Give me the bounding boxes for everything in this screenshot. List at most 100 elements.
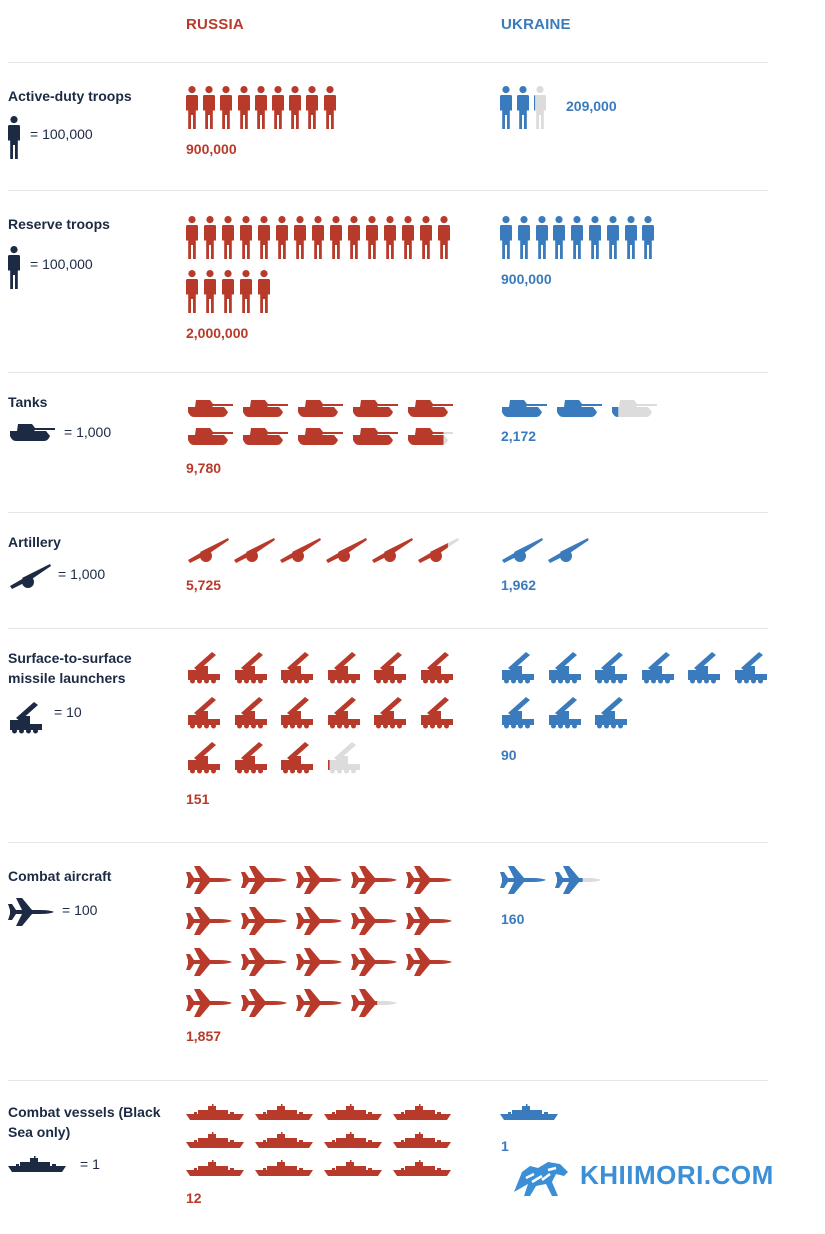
russia-soldier-icon-5 (272, 86, 284, 129)
ukraine-missile-launcher-icon-2 (595, 652, 627, 684)
russia-jet-icon-2 (296, 866, 342, 894)
russia-jet-icon-8 (351, 907, 397, 935)
russia-missile-launcher-icon-7 (234, 697, 267, 729)
russia-jet-icon-3 (351, 866, 397, 894)
russia-soldier-icon-7 (312, 216, 324, 259)
russia-missile-launcher-icon-8 (281, 697, 313, 729)
ukraine-jet-icon-0 (500, 866, 546, 894)
russia-artillery-icon-1 (234, 538, 275, 563)
section-divider (8, 62, 768, 63)
legend-jet-icon-0 (8, 898, 54, 926)
russia-ship-icon-10 (324, 1160, 382, 1176)
ukraine-soldier-icon-5 (589, 216, 601, 259)
category-label: Artillery (8, 534, 61, 550)
russia-tank-icon-6 (243, 428, 288, 445)
column-header-ukraine: UKRAINE (501, 16, 571, 33)
ukraine-value-label: 2,172 (501, 428, 537, 444)
ukraine-tank-icon-1 (557, 400, 602, 417)
russia-jet-icon-12 (296, 948, 342, 976)
legend-text: = 10 (54, 704, 82, 720)
russia-artillery-icon-0 (188, 538, 229, 563)
ukraine-missile-launcher-icon-6 (502, 697, 534, 729)
russia-tank-icon-3 (353, 400, 398, 417)
russia-soldier-icon-14 (438, 216, 450, 259)
russia-soldier-icon-1 (203, 86, 216, 129)
russia-tank-icon-5 (188, 428, 233, 445)
ukraine-missile-launcher-icon-1 (548, 652, 581, 684)
russia-jet-icon-7 (296, 907, 342, 935)
legend-text: = 100,000 (30, 126, 93, 142)
russia-soldier-icon-2 (222, 216, 234, 259)
section-divider (8, 842, 768, 843)
ukraine-soldier-icon-8 (642, 216, 655, 259)
ukraine-soldier-icon-2 (534, 86, 546, 129)
russia-soldier-icon-4 (258, 216, 270, 259)
russia-soldier-icon-9 (348, 216, 360, 259)
russia-ship-icon-3 (393, 1104, 451, 1120)
ukraine-soldier-icon-4 (571, 216, 584, 259)
russia-soldier-icon-0 (186, 86, 198, 129)
ukraine-artillery-icon-0 (502, 538, 543, 563)
russia-ship-icon-0 (186, 1104, 244, 1120)
section-divider (8, 1080, 768, 1081)
ukraine-soldier-icon-0 (500, 86, 512, 129)
russia-missile-launcher-icon-6 (188, 697, 220, 729)
russia-soldier-icon-19 (258, 270, 270, 313)
legend-text: = 100,000 (30, 256, 93, 272)
russia-artillery-icon-2 (280, 538, 321, 563)
ukraine-soldier-icon-0 (500, 216, 512, 259)
russia-jet-icon-4 (406, 866, 452, 894)
russia-jet-icon-0 (186, 866, 232, 894)
russia-missile-launcher-icon-11 (420, 697, 453, 729)
russia-artillery-icon-4 (372, 538, 413, 563)
ukraine-value-label: 90 (501, 747, 517, 763)
ukraine-value-label: 160 (501, 911, 525, 927)
russia-missile-launcher-icon-0 (188, 652, 220, 684)
russia-soldier-icon-6 (294, 216, 306, 259)
ukraine-tank-icon-0 (502, 400, 547, 417)
russia-ship-icon-2 (324, 1104, 382, 1120)
russia-missile-launcher-icon-1 (234, 652, 267, 684)
russia-soldier-icon-11 (384, 216, 396, 259)
russia-ship-icon-11 (393, 1160, 451, 1176)
russia-jet-icon-15 (186, 989, 232, 1017)
legend-ship-icon-0 (8, 1156, 66, 1172)
ukraine-soldier-icon-2 (535, 216, 548, 259)
legend-text: = 100 (62, 902, 98, 918)
russia-soldier-icon-8 (323, 86, 336, 129)
russia-tank-icon-0 (188, 400, 233, 417)
section-divider (8, 628, 768, 629)
ukraine-value-label: 209,000 (566, 98, 617, 114)
column-header-russia: RUSSIA (186, 16, 244, 33)
ukraine-soldier-icon-3 (553, 216, 566, 259)
watermark: KHIIMORI.COM (508, 1152, 808, 1200)
russia-jet-icon-16 (241, 989, 287, 1017)
legend-soldier-icon-0 (8, 116, 20, 159)
ukraine-jet-icon-1 (555, 866, 601, 894)
russia-soldier-icon-18 (240, 270, 252, 313)
ukraine-missile-launcher-icon-0 (502, 652, 534, 684)
russia-soldier-icon-8 (330, 216, 342, 259)
russia-jet-icon-9 (406, 907, 452, 935)
ukraine-value-label: 1,962 (501, 577, 537, 593)
legend-soldier-icon-0 (8, 246, 20, 289)
section-divider (8, 372, 768, 373)
russia-ship-icon-9 (255, 1160, 313, 1176)
russia-tank-icon-9 (408, 428, 453, 445)
russia-jet-icon-10 (186, 948, 232, 976)
russia-value-label: 2,000,000 (186, 325, 249, 341)
russia-missile-launcher-icon-9 (327, 697, 360, 729)
legend-tank-icon-0 (10, 424, 55, 441)
category-label: Combat vessels (Black Sea only) (8, 1104, 161, 1140)
russia-missile-launcher-icon-5 (420, 652, 453, 684)
russia-value-label: 1,857 (186, 1028, 222, 1044)
watermark-text: KHIIMORI.COM (580, 1160, 774, 1190)
russia-soldier-icon-3 (240, 216, 252, 259)
russia-jet-icon-14 (406, 948, 452, 976)
zebra-logo-icon (514, 1162, 568, 1196)
russia-ship-icon-7 (393, 1132, 451, 1148)
ukraine-value-label: 1 (501, 1138, 509, 1154)
russia-tank-icon-2 (298, 400, 343, 417)
russia-tank-icon-1 (243, 400, 288, 417)
russia-ship-icon-1 (255, 1104, 313, 1120)
